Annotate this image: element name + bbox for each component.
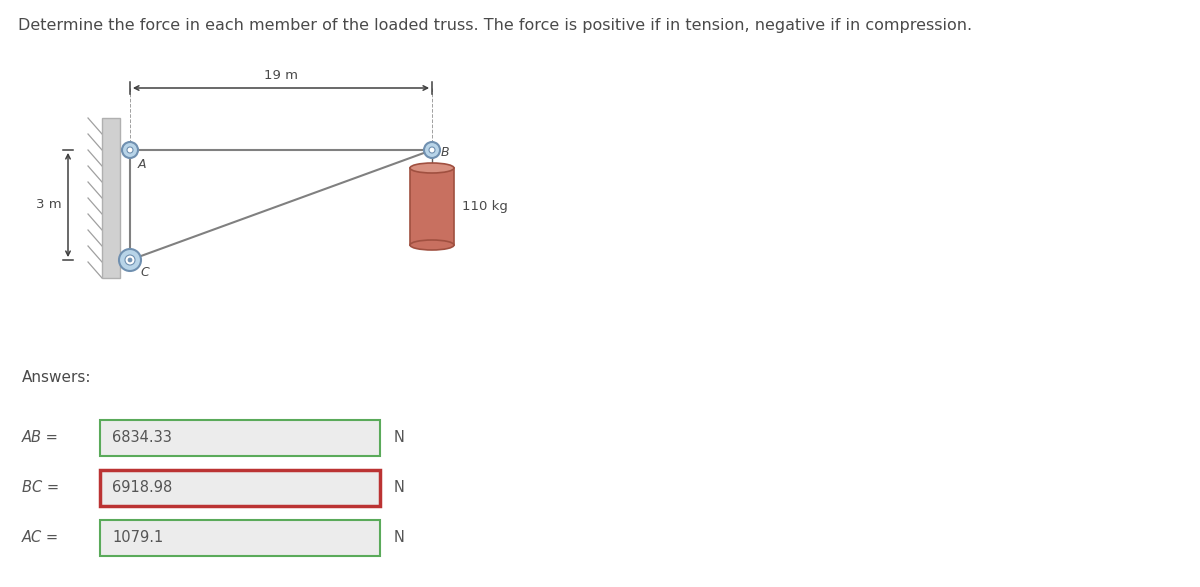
Bar	[410, 168, 454, 245]
Text: N: N	[394, 430, 404, 446]
Text: Answers:: Answers:	[22, 370, 91, 385]
Text: N: N	[394, 531, 404, 545]
Text: C: C	[140, 266, 149, 279]
Text: BC =: BC =	[22, 481, 59, 495]
Bar	[100, 470, 380, 506]
Circle shape	[125, 255, 134, 265]
Text: Determine the force in each member of the loaded truss. The force is positive if: Determine the force in each member of th…	[18, 18, 972, 33]
Bar	[100, 420, 380, 456]
Bar	[102, 118, 120, 278]
Ellipse shape	[410, 240, 454, 250]
Text: B: B	[442, 146, 450, 159]
Text: 1079.1: 1079.1	[112, 531, 163, 545]
Text: 110 kg: 110 kg	[462, 200, 508, 213]
Circle shape	[127, 147, 133, 153]
Circle shape	[122, 142, 138, 158]
Text: N: N	[394, 481, 404, 495]
Circle shape	[119, 249, 142, 271]
Text: 6918.98: 6918.98	[112, 481, 173, 495]
Circle shape	[424, 142, 440, 158]
Text: 3 m: 3 m	[36, 198, 62, 211]
Circle shape	[430, 147, 436, 153]
Ellipse shape	[410, 163, 454, 173]
Text: AC =: AC =	[22, 531, 59, 545]
Bar	[100, 520, 380, 556]
Text: 6834.33: 6834.33	[112, 430, 172, 446]
Circle shape	[128, 258, 132, 262]
Text: A: A	[138, 158, 146, 171]
Text: 19 m: 19 m	[264, 69, 298, 82]
Text: AB =: AB =	[22, 430, 59, 446]
